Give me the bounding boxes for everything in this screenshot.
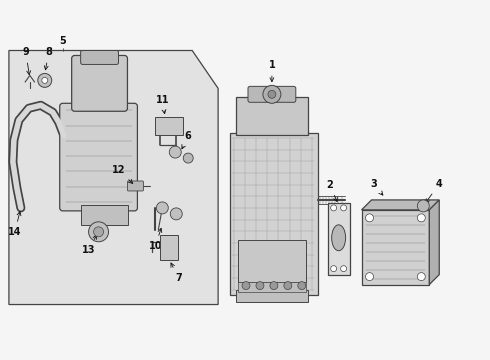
Circle shape: [171, 208, 182, 220]
Text: 13: 13: [82, 235, 97, 255]
Circle shape: [263, 85, 281, 103]
Circle shape: [94, 227, 103, 237]
Text: 1: 1: [269, 60, 275, 82]
Circle shape: [268, 90, 276, 98]
Circle shape: [256, 282, 264, 289]
Circle shape: [417, 273, 425, 280]
FancyBboxPatch shape: [238, 240, 306, 282]
Circle shape: [341, 266, 346, 272]
Text: 10: 10: [148, 228, 162, 251]
Circle shape: [366, 273, 373, 280]
FancyBboxPatch shape: [248, 86, 296, 102]
Text: 11: 11: [155, 95, 169, 114]
FancyBboxPatch shape: [155, 117, 183, 135]
FancyBboxPatch shape: [238, 282, 306, 292]
Circle shape: [298, 282, 306, 289]
FancyBboxPatch shape: [236, 289, 308, 302]
Text: 12: 12: [112, 165, 133, 184]
FancyBboxPatch shape: [328, 203, 349, 275]
Text: 4: 4: [425, 179, 442, 203]
Text: 7: 7: [171, 263, 182, 283]
Circle shape: [89, 222, 108, 242]
Circle shape: [417, 200, 429, 212]
FancyBboxPatch shape: [72, 55, 127, 111]
Circle shape: [38, 73, 52, 87]
Text: 8: 8: [44, 48, 52, 70]
Circle shape: [417, 214, 425, 222]
Text: 2: 2: [326, 180, 337, 202]
Polygon shape: [9, 50, 218, 305]
Circle shape: [42, 77, 48, 84]
Text: 5: 5: [59, 36, 66, 46]
Circle shape: [156, 202, 168, 214]
Circle shape: [284, 282, 292, 289]
FancyBboxPatch shape: [362, 210, 429, 285]
Ellipse shape: [332, 225, 345, 251]
FancyBboxPatch shape: [127, 181, 144, 191]
Polygon shape: [429, 200, 439, 285]
Circle shape: [169, 146, 181, 158]
Circle shape: [270, 282, 278, 289]
FancyBboxPatch shape: [81, 205, 128, 225]
Polygon shape: [362, 200, 439, 210]
FancyBboxPatch shape: [60, 103, 137, 211]
Text: 6: 6: [182, 131, 192, 149]
Circle shape: [341, 205, 346, 211]
Text: 9: 9: [23, 48, 30, 75]
Circle shape: [366, 214, 373, 222]
Circle shape: [331, 266, 337, 272]
FancyBboxPatch shape: [236, 97, 308, 135]
Circle shape: [331, 205, 337, 211]
Circle shape: [242, 282, 250, 289]
FancyBboxPatch shape: [230, 133, 318, 294]
Circle shape: [183, 153, 193, 163]
Text: 3: 3: [370, 179, 383, 195]
FancyBboxPatch shape: [81, 50, 119, 64]
Text: 14: 14: [8, 211, 22, 237]
FancyBboxPatch shape: [160, 235, 178, 260]
